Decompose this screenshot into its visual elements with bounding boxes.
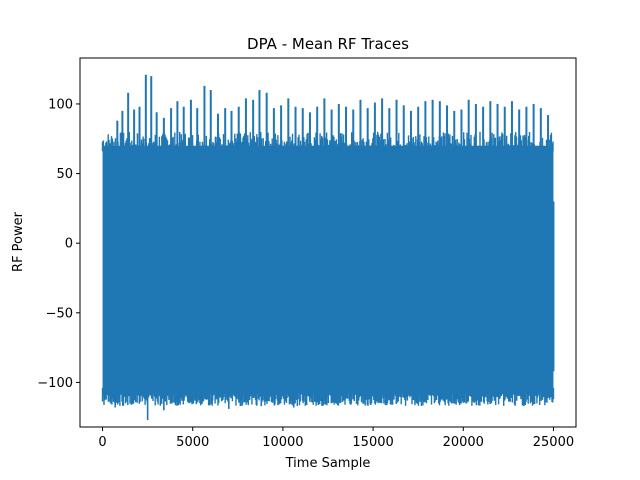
x-tick-label: 5000 bbox=[176, 435, 209, 450]
series-lower-envelope bbox=[101, 388, 555, 406]
y-axis-label: RF Power bbox=[11, 211, 26, 272]
y-tick-label: 0 bbox=[65, 237, 73, 252]
x-tick-label: 15000 bbox=[352, 435, 393, 450]
series-band bbox=[102, 145, 554, 394]
y-axis: −100 −50 0 50 100 bbox=[37, 97, 80, 391]
y-tick-label: −50 bbox=[46, 306, 73, 321]
x-axis: 0 5000 10000 15000 20000 25000 bbox=[98, 427, 574, 450]
x-tick-label: 20000 bbox=[443, 435, 484, 450]
x-tick-label: 25000 bbox=[533, 435, 574, 450]
plot-area bbox=[101, 74, 555, 421]
y-tick-label: 100 bbox=[48, 97, 73, 112]
x-axis-label: Time Sample bbox=[285, 456, 371, 471]
y-tick-label: −100 bbox=[37, 376, 73, 391]
x-tick-label: 0 bbox=[98, 435, 106, 450]
chart-title: DPA - Mean RF Traces bbox=[247, 35, 409, 53]
axes-frame bbox=[79, 57, 577, 428]
y-tick-label: 50 bbox=[56, 167, 73, 182]
x-tick-label: 10000 bbox=[262, 435, 303, 450]
